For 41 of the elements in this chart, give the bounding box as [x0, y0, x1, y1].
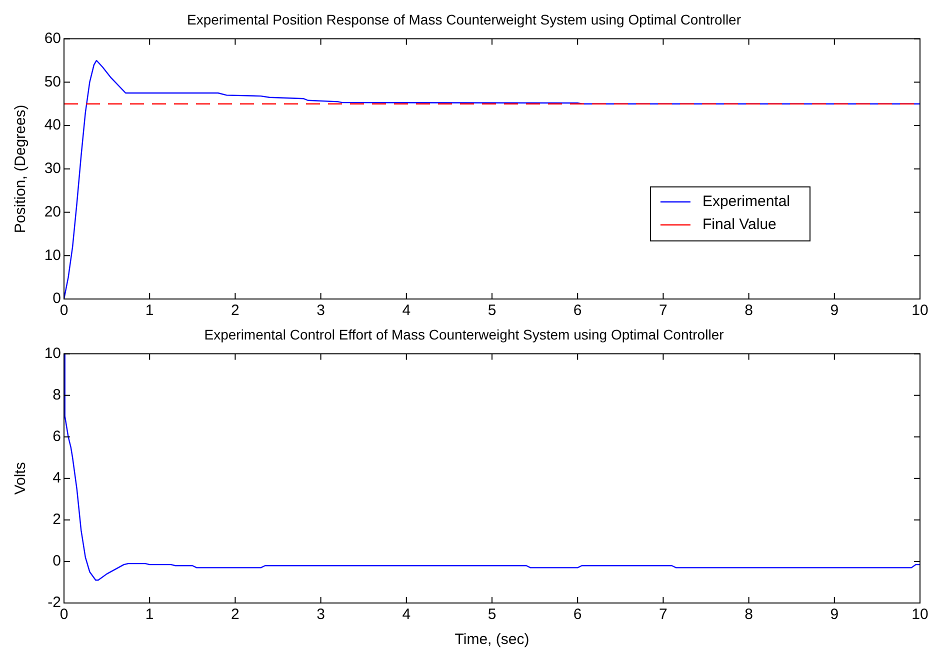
y-tick-label: 40 — [44, 116, 61, 134]
x-tick-label: 8 — [744, 606, 753, 624]
y-tick-label: 4 — [52, 470, 61, 487]
chart-title: Experimental Position Response of Mass Counterweight System using Optimal Controller — [186, 11, 742, 28]
x-tick-label: 5 — [488, 302, 496, 320]
x-tick-label: 4 — [402, 606, 411, 624]
y-tick-label: 2 — [52, 511, 61, 528]
x-tick-label: 10 — [912, 606, 928, 624]
legend-label: Final Value — [702, 216, 776, 234]
x-tick-label: 2 — [231, 606, 240, 624]
chart-title: Experimental Control Effort of Mass Counterweight System using Optimal Controller — [204, 326, 724, 342]
y-axis-title: Position, (Degrees) — [12, 104, 30, 234]
y-tick-label: 50 — [44, 73, 61, 90]
x-axis-title: Time, (sec) — [454, 631, 530, 648]
x-tick-label: 5 — [488, 606, 496, 624]
x-tick-label: 1 — [145, 302, 154, 320]
legend-label: Experimental — [702, 193, 790, 210]
x-tick-label: 6 — [573, 302, 582, 320]
y-axis-title: Volts — [12, 462, 30, 495]
y-tick-label: -2 — [48, 594, 61, 612]
x-tick-label: 7 — [659, 606, 668, 624]
x-tick-label: 10 — [912, 302, 928, 320]
y-tick-label: 30 — [44, 160, 61, 178]
y-tick-label: 0 — [52, 290, 61, 308]
x-tick-label: 9 — [830, 606, 839, 624]
y-tick-label: 60 — [44, 30, 61, 47]
y-tick-label: 0 — [52, 552, 61, 570]
x-tick-label: 2 — [231, 302, 240, 320]
x-tick-label: 3 — [316, 302, 325, 320]
x-tick-label: 8 — [744, 302, 753, 320]
x-tick-label: 9 — [830, 302, 839, 320]
y-tick-label: 6 — [52, 428, 61, 446]
x-tick-label: 4 — [402, 302, 411, 320]
y-tick-label: 20 — [44, 203, 61, 220]
x-tick-label: 6 — [573, 606, 582, 624]
x-tick-label: 1 — [145, 606, 154, 624]
x-tick-label: 3 — [316, 606, 325, 624]
y-tick-label: 10 — [44, 344, 61, 362]
x-tick-label: 7 — [659, 302, 668, 320]
y-tick-label: 8 — [52, 386, 61, 404]
y-tick-label: 10 — [44, 246, 61, 264]
